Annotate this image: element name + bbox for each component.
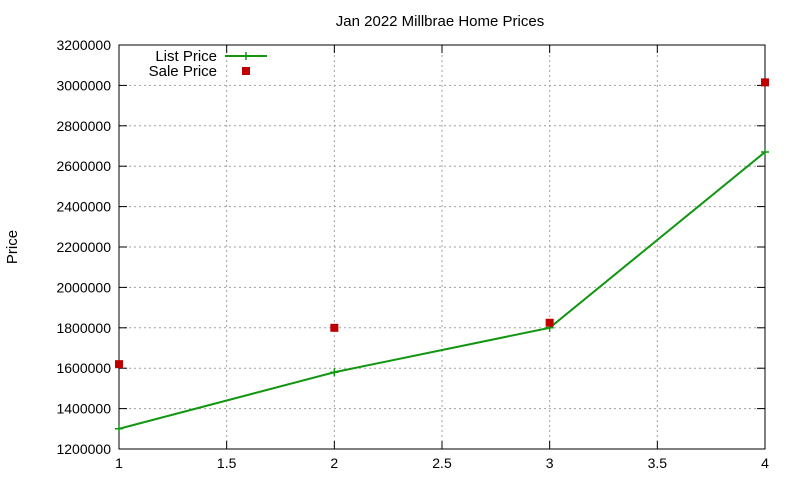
y-tick-labels: 1200000 1400000 1600000 1800000 2000000 22000… bbox=[56, 37, 111, 457]
legend-label-sale-price: Sale Price bbox=[149, 63, 217, 80]
y-tick-label: 2000000 bbox=[56, 279, 111, 295]
legend: List Price Sale Price bbox=[149, 48, 267, 80]
legend-marker-list-price bbox=[242, 52, 250, 60]
x-tick-label: 2 bbox=[330, 455, 338, 471]
legend-marker-sale-price bbox=[242, 67, 250, 75]
x-tick-label: 1.5 bbox=[217, 455, 237, 471]
x-tick-label: 4 bbox=[761, 455, 769, 471]
data-point-sale-price bbox=[761, 78, 769, 87]
y-tick-label: 1800000 bbox=[56, 320, 111, 336]
chart-title: Jan 2022 Millbrae Home Prices bbox=[336, 13, 544, 30]
x-tick-label: 3.5 bbox=[648, 455, 668, 471]
data-point-list-price bbox=[761, 148, 769, 157]
y-tick-label: 1400000 bbox=[56, 401, 111, 417]
data-point-list-price bbox=[330, 368, 339, 377]
y-tick-label: 2600000 bbox=[56, 158, 111, 174]
y-tick-label: 1600000 bbox=[56, 360, 111, 376]
y-tick-label: 2400000 bbox=[56, 199, 111, 215]
data-point-sale-price bbox=[545, 318, 554, 327]
y-tick-label: 3200000 bbox=[56, 37, 111, 53]
y-tick-label: 1200000 bbox=[56, 441, 111, 457]
data-point-list-price bbox=[115, 424, 123, 433]
y-tick-label: 3000000 bbox=[56, 77, 111, 93]
x-tick-label: 3 bbox=[546, 455, 554, 471]
x-tick-labels: 1 1.5 2 2.5 3 3.5 4 bbox=[115, 455, 769, 471]
data-point-sale-price bbox=[115, 360, 123, 369]
x-tick-label: 2.5 bbox=[432, 455, 452, 471]
y-tick-label: 2800000 bbox=[56, 118, 111, 134]
grid-lines bbox=[119, 45, 765, 449]
data-point-sale-price bbox=[330, 323, 339, 332]
y-axis-label: Price bbox=[4, 230, 21, 264]
legend-label-list-price: List Price bbox=[155, 48, 217, 65]
x-tick-label: 1 bbox=[115, 455, 123, 471]
series-layer bbox=[115, 78, 769, 433]
y-tick-label: 2200000 bbox=[56, 239, 111, 255]
series-line-list-price bbox=[118, 151, 766, 430]
